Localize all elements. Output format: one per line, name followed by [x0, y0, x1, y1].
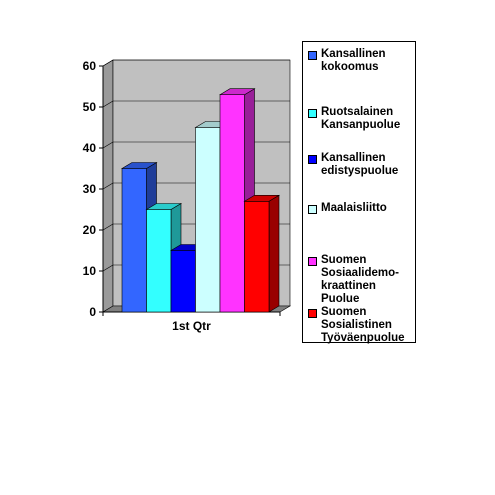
bar-top	[120, 162, 158, 169]
gridline-side	[102, 100, 114, 108]
legend-item: Kansallinen edistyspuolue	[308, 152, 413, 178]
legend-label: Suomen Sosialistinen Työväenpuolue	[321, 306, 405, 344]
legend-swatch	[308, 205, 317, 214]
y-tick-label: 0	[89, 305, 96, 319]
legend-swatch	[308, 109, 317, 118]
legend-label: Ruotsalainen Kansanpuolue	[321, 106, 401, 131]
legend-swatch	[308, 309, 317, 318]
chart-legend: Kansallinen kokoomus Ruotsalainen Kansanp…	[302, 41, 416, 345]
legend-swatch	[308, 257, 317, 266]
legend-item: Suomen Sosiaalidemo- kraattinen Puolue	[308, 254, 413, 306]
bar-front	[121, 168, 147, 313]
y-tick-label: 40	[83, 141, 97, 155]
bar-front	[195, 127, 221, 313]
gridline-side	[102, 264, 114, 272]
bar-6	[243, 194, 281, 313]
bar-top	[145, 203, 183, 210]
legend-item: Ruotsalainen Kansanpuolue	[308, 106, 413, 132]
x-category-label: 1st Qtr	[172, 319, 211, 333]
legend-label: Kansallinen kokoomus	[321, 48, 386, 73]
y-tick-label: 10	[83, 264, 97, 278]
y-tick-label: 60	[83, 59, 97, 73]
bar-front	[170, 250, 196, 313]
bar-front	[244, 201, 270, 313]
legend-label: Maalaisliitto	[321, 202, 387, 214]
y-tick-label: 50	[83, 100, 97, 114]
legend-label: Kansallinen edistyspuolue	[321, 152, 399, 177]
legend-item: Maalaisliitto	[308, 202, 413, 215]
y-tick-label: 30	[83, 182, 97, 196]
gridline-side	[102, 182, 114, 190]
gridline-side	[102, 223, 114, 231]
legend-item: Kansallinen kokoomus	[308, 48, 413, 74]
y-tick-label: 20	[83, 223, 97, 237]
bar-top	[243, 195, 281, 202]
legend-swatch	[308, 155, 317, 164]
legend-swatch	[308, 51, 317, 60]
bar-front	[219, 94, 245, 313]
bar-front	[146, 209, 172, 313]
gridline-side	[102, 59, 114, 67]
legend-label: Suomen Sosiaalidemo- kraattinen Puolue	[321, 254, 399, 305]
bar-side	[268, 194, 280, 313]
legend-item: Suomen Sosialistinen Työväenpuolue	[308, 306, 413, 345]
bar-top	[218, 88, 256, 95]
gridline-side	[102, 141, 114, 149]
